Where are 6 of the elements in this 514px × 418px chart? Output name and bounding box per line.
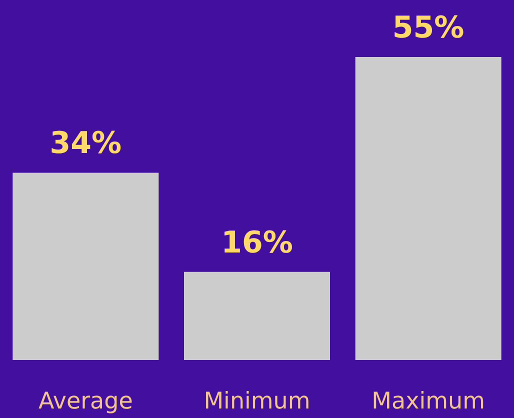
data-label: 16% bbox=[221, 225, 293, 260]
data-label: 55% bbox=[392, 10, 464, 46]
x-tick-label: Maximum bbox=[372, 388, 485, 414]
x-tick-label: Average bbox=[38, 388, 133, 414]
x-tick-label: Minimum bbox=[204, 388, 310, 414]
data-label: 34% bbox=[50, 126, 122, 162]
